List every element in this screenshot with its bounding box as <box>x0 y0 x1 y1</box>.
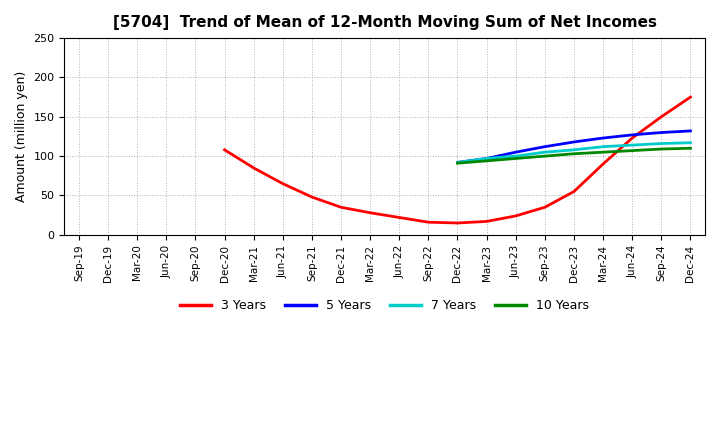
3 Years <box>628 136 636 141</box>
3 Years <box>482 219 491 224</box>
3 Years <box>657 114 666 119</box>
7 Years <box>657 141 666 146</box>
7 Years <box>570 147 578 153</box>
Y-axis label: Amount (million yen): Amount (million yen) <box>15 71 28 202</box>
5 Years <box>657 130 666 135</box>
3 Years <box>366 210 374 216</box>
5 Years <box>686 128 695 134</box>
7 Years <box>511 154 520 159</box>
Line: 5 Years: 5 Years <box>457 131 690 162</box>
10 Years <box>453 161 462 166</box>
3 Years <box>249 165 258 171</box>
3 Years <box>599 161 608 167</box>
5 Years <box>628 132 636 138</box>
7 Years <box>541 150 549 155</box>
5 Years <box>482 156 491 161</box>
7 Years <box>482 156 491 161</box>
Legend: 3 Years, 5 Years, 7 Years, 10 Years: 3 Years, 5 Years, 7 Years, 10 Years <box>175 294 595 317</box>
10 Years <box>599 150 608 155</box>
Line: 10 Years: 10 Years <box>457 148 690 163</box>
7 Years <box>628 143 636 148</box>
5 Years <box>453 160 462 165</box>
10 Years <box>511 156 520 161</box>
7 Years <box>686 140 695 145</box>
3 Years <box>686 95 695 100</box>
5 Years <box>541 144 549 149</box>
10 Years <box>686 146 695 151</box>
3 Years <box>511 213 520 219</box>
3 Years <box>220 147 229 153</box>
10 Years <box>541 154 549 159</box>
3 Years <box>424 220 433 225</box>
3 Years <box>279 181 287 186</box>
5 Years <box>570 139 578 145</box>
5 Years <box>599 136 608 141</box>
3 Years <box>541 205 549 210</box>
3 Years <box>395 215 404 220</box>
7 Years <box>453 160 462 165</box>
7 Years <box>599 144 608 149</box>
3 Years <box>307 194 316 200</box>
3 Years <box>337 205 346 210</box>
Line: 7 Years: 7 Years <box>457 143 690 162</box>
10 Years <box>628 148 636 153</box>
10 Years <box>570 151 578 156</box>
10 Years <box>657 147 666 152</box>
3 Years <box>570 189 578 194</box>
Title: [5704]  Trend of Mean of 12-Month Moving Sum of Net Incomes: [5704] Trend of Mean of 12-Month Moving … <box>113 15 657 30</box>
10 Years <box>482 158 491 164</box>
5 Years <box>511 150 520 155</box>
Line: 3 Years: 3 Years <box>225 97 690 223</box>
3 Years <box>453 220 462 226</box>
